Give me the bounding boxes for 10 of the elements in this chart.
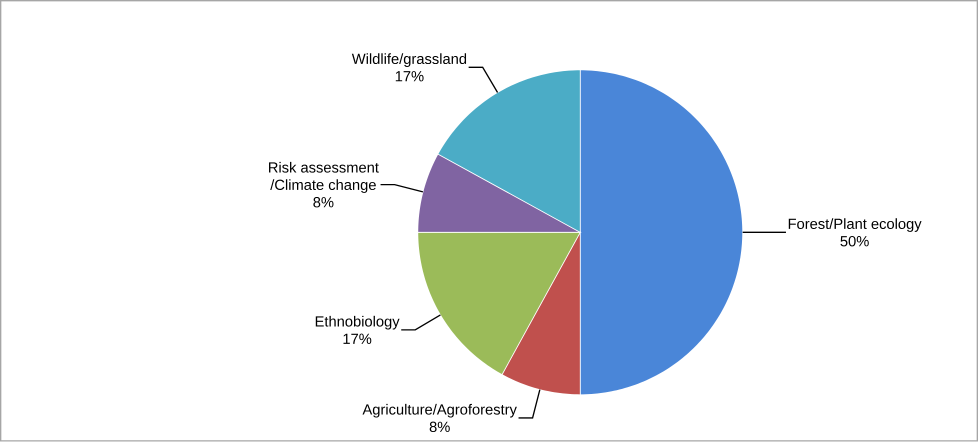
data-label: 8% (313, 197, 334, 208)
data-label: 17% (396, 71, 424, 82)
slice-label: Agriculture/Agroforestry (362, 404, 517, 418)
slice-label: Forest/Plant ecology (788, 218, 922, 232)
data-label: 50% (840, 236, 869, 247)
data-label: 17% (343, 334, 372, 344)
slice-label: Risk assessment /Climate change (269, 162, 379, 194)
slice-label: Wildlife/grassland (352, 53, 466, 68)
data-label: 8% (430, 422, 450, 432)
slice-label: Ethnobiology (316, 316, 400, 330)
